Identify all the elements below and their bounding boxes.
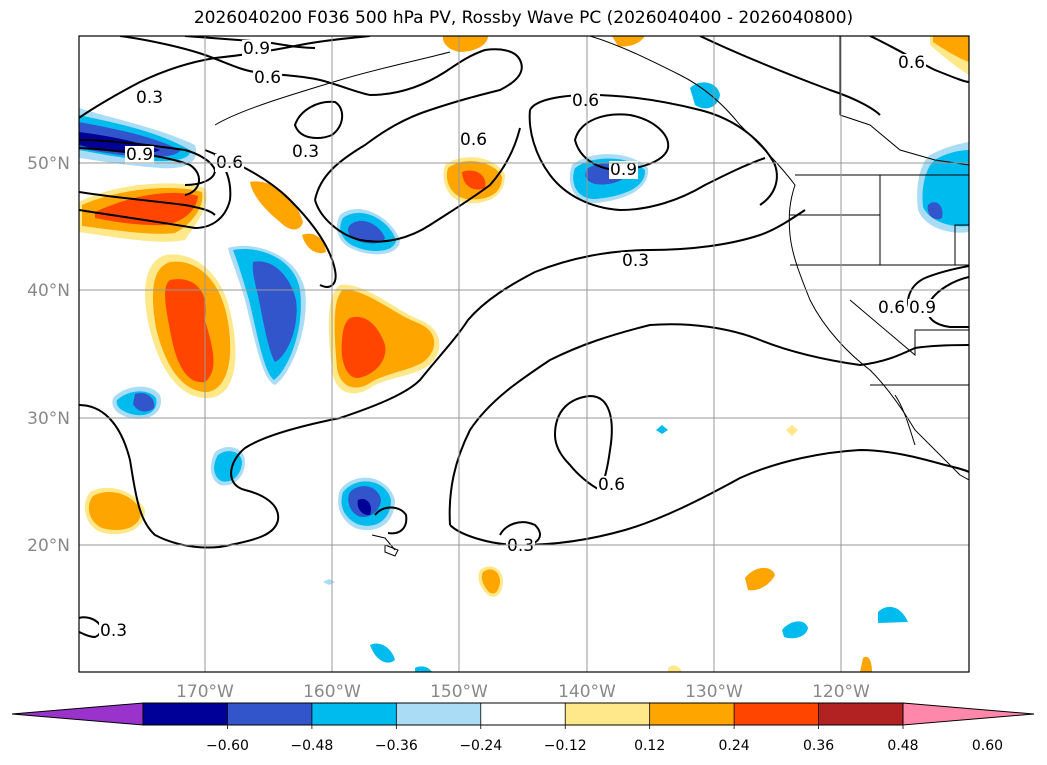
contour-label: 0.3 [100,621,127,641]
contour-label: 0.6 [572,91,599,111]
map-frame [78,35,970,673]
contour-label-halo [908,299,938,317]
contour-label-halo [897,54,927,72]
contour-label-halo [99,622,129,640]
colorbar-bin [734,703,820,725]
lon-label: 130°W [685,682,743,702]
colorbar-tick-label: −0.12 [544,738,587,754]
contour-label: 0.6 [254,68,281,88]
colorbar-bin [311,703,397,725]
gridlines [79,36,969,672]
colorbar-bin [227,703,313,725]
contour-label: 0.3 [136,88,163,108]
colorbar-tick-label: −0.36 [375,738,418,754]
lon-label: 140°W [558,682,616,702]
contour-label: 0.6 [460,130,487,150]
colorbar-tick-label: −0.24 [459,738,502,754]
lat-label: 40°N [27,281,70,301]
contour-label: 0.9 [610,160,637,180]
colorbar-bin [143,703,228,725]
colorbar-extend-right [902,702,1035,726]
colorbar-extend-left [11,702,144,726]
lon-label: 170°W [176,682,234,702]
contour-label-halo [621,252,651,270]
lon-labels: 170°W 160°W 150°W 140°W 130°W 120°W [176,682,870,702]
colorbar-tick-label: 0.36 [803,738,834,754]
colorbar-tick-label: −0.60 [206,738,249,754]
lat-label: 50°N [27,154,70,174]
contour-label: 0.9 [243,39,270,59]
contour-label: 0.6 [878,298,905,318]
contour-label-halo [877,299,907,317]
colorbar-tick-label: 0.12 [634,738,665,754]
colorbar: −0.60 −0.48 −0.36 −0.24 −0.12 0.12 0.24 0.36 0.4… [11,702,1035,754]
coastlines [214,36,969,557]
lat-label: 20°N [27,536,70,556]
lon-label: 160°W [303,682,361,702]
lon-label: 150°W [430,682,488,702]
contour-labels: 0.9 0.6 0.3 0.3 0.9 0.6 0.6 0.6 0.9 0.3 … [99,39,938,641]
contour-label-halo [135,89,165,107]
contour-label: 0.3 [507,536,534,556]
map-title: 2026040200 F036 500 hPa PV, Rossby Wave … [193,8,854,28]
colorbar-bin [818,703,904,725]
colorbar-tick-label: 0.24 [719,738,750,754]
contour-label-halo [125,146,155,164]
contour-label-halo [571,92,601,110]
contour-label-halo [459,131,489,149]
lon-label: 120°W [812,682,870,702]
contour-label-halo [253,69,283,87]
contour-label: 0.9 [126,145,153,165]
colorbar-bin [480,703,566,725]
contour-label-halo [609,161,639,179]
colorbar-bin [396,703,482,725]
colorbar-tick-label: −0.48 [290,738,333,754]
contour-label-halo [597,476,627,494]
contour-label: 0.6 [898,53,925,73]
contour-label-halo [242,40,272,58]
contour-label-halo [291,143,321,161]
contour-label: 0.3 [292,142,319,162]
contour-label: 0.6 [598,475,625,495]
contour-label: 0.3 [622,251,649,271]
lat-labels: 20°N 30°N 40°N 50°N [27,154,70,556]
colorbar-bin [649,703,735,725]
colorbar-tick-label: 0.48 [887,738,918,754]
contour-label-halo [506,537,536,555]
contour-label: 0.9 [909,298,936,318]
lat-label: 30°N [27,409,70,429]
colorbar-bin [565,703,651,725]
colorbar-tick-label: 0.60 [972,738,1003,754]
